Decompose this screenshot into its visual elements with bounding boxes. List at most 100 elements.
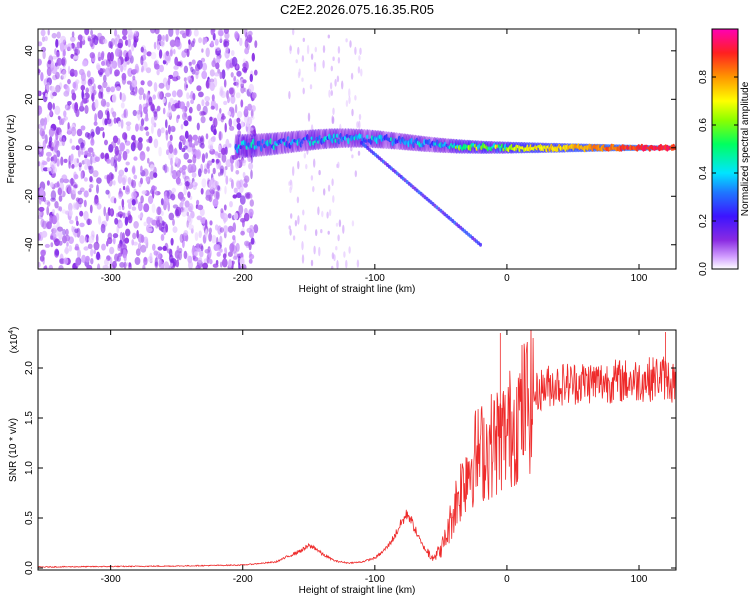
spectrogram-noise-speck: [38, 261, 41, 268]
spectrogram-noise-speck: [201, 48, 204, 53]
spectrogram-noise-speck: [121, 198, 125, 208]
spectrogram-noise-speck: [254, 40, 258, 48]
spectrogram-noise-speck: [169, 49, 173, 57]
spectrogram-streak-speck: [334, 78, 337, 87]
spectrogram-noise-speck: [126, 80, 132, 85]
spectrogram-noise-speck: [232, 255, 238, 260]
spectrogram-noise-speck: [113, 197, 117, 204]
spectrogram-noise-speck: [193, 251, 199, 257]
colorbar-tick-label: 0.2: [698, 214, 709, 228]
spectrogram-noise-speck: [151, 104, 155, 112]
spectrogram-noise-speck: [198, 37, 203, 44]
snr-scale-exponent: 4: [8, 330, 15, 334]
spectrogram-noise-speck: [96, 251, 101, 260]
spectrogram-y-axis: -40 -20 0 20 40: [24, 45, 676, 252]
spectrogram-noise-speck: [117, 211, 124, 218]
spectrogram-noise-speck: [219, 248, 223, 253]
spectrogram-noise-speck: [110, 86, 115, 93]
spectrogram-streak-speck: [303, 152, 306, 159]
spectrogram-noise-speck: [167, 107, 172, 117]
spectrogram-streak-speck: [312, 186, 315, 193]
spectrogram-noise-speck: [219, 227, 224, 233]
spectrogram-noise-speck: [80, 171, 83, 180]
spectrogram-noise-speck: [183, 206, 189, 212]
spectrogram-noise-speck: [125, 161, 130, 166]
spectrogram-noise-speck: [114, 217, 119, 225]
spectrogram-streak-speck: [331, 115, 334, 124]
spectrogram-noise-speck: [153, 250, 159, 256]
spectrogram-noise-speck: [209, 116, 213, 122]
spectrogram-noise-speck: [71, 187, 77, 195]
spectrogram-noise-speck: [54, 48, 57, 55]
spectrogram-noise-speck: [110, 38, 116, 46]
spectrogram-noise-speck: [45, 92, 48, 98]
spectrogram-noise-speck: [168, 29, 174, 37]
spectrogram-noise-speck: [52, 102, 55, 110]
spectrogram-noise-speck: [158, 49, 163, 59]
spectrogram-noise-speck: [83, 199, 87, 208]
spectrogram-noise-speck: [183, 65, 189, 74]
spectrogram-noise-speck: [46, 114, 50, 122]
spectrogram-noise-speck: [183, 250, 188, 260]
spectrogram-streak-speck: [351, 154, 354, 159]
spectrogram-noise-speck: [86, 70, 91, 78]
spectrogram-noise-speck: [93, 35, 99, 46]
spectrogram-streak-speck: [332, 107, 335, 116]
spectrogram-noise-speck: [251, 105, 256, 112]
spectrogram-noise-speck: [233, 212, 239, 221]
spectrogram-noise-speck: [195, 243, 201, 250]
spectrogram-noise-speck: [248, 208, 254, 217]
spectrogram-noise-speck: [122, 29, 128, 37]
spectrogram-noise-speck: [157, 34, 162, 42]
spectrogram-noise-speck: [139, 151, 146, 161]
spectrogram-noise-speck: [106, 110, 110, 121]
spectrogram-streak-speck: [348, 96, 351, 104]
spectrogram-noise-speck: [74, 183, 79, 189]
x-tick-label: -100: [365, 574, 385, 585]
spectrogram-noise-speck: [79, 222, 85, 228]
x-tick-label: -300: [101, 273, 121, 284]
spectrogram-noise-speck: [168, 144, 174, 154]
spectrogram-streak-speck: [350, 72, 354, 80]
spectrogram-noise-speck: [75, 257, 80, 268]
spectrogram-noise-speck: [87, 147, 94, 153]
spectrogram-noise-speck: [143, 221, 147, 227]
spectrogram-noise-speck: [158, 222, 163, 231]
spectrogram-noise-speck: [46, 180, 50, 186]
spectrogram-noise-speck: [245, 193, 251, 200]
spectrogram-noise-speck: [235, 170, 240, 175]
spectrogram-noise-speck: [86, 152, 92, 157]
spectrogram-noise-speck: [165, 34, 169, 42]
spectrogram-noise-speck: [145, 176, 149, 182]
spectrogram-noise-speck: [122, 185, 126, 191]
spectrogram-noise-speck: [199, 110, 206, 117]
spectrogram-noise-speck: [251, 92, 257, 99]
spectrogram-noise-speck: [240, 230, 245, 236]
spectrogram-noise-speck: [183, 77, 187, 82]
spectrogram-noise-speck: [142, 93, 146, 101]
spectrogram-noise-speck: [133, 174, 138, 180]
spectrogram-noise-speck: [175, 177, 181, 185]
spectrogram-noise-speck: [181, 164, 187, 171]
spectrogram-noise-speck: [89, 176, 93, 183]
spectrogram-noise-speck: [150, 116, 155, 126]
spectrogram-noise-speck: [192, 93, 196, 101]
spectrogram-noise-speck: [150, 52, 157, 60]
spectrogram-noise-speck: [217, 185, 221, 191]
spectrogram-noise-speck: [219, 35, 223, 43]
spectrogram-noise-speck: [140, 80, 145, 86]
spectrogram-noise-speck: [56, 150, 61, 158]
spectrogram-noise-speck: [152, 94, 156, 100]
spectrogram-noise-speck: [123, 254, 127, 262]
spectrogram-noise-speck: [151, 219, 158, 226]
spectrogram-noise-speck: [58, 240, 63, 246]
spectrogram-noise-speck: [127, 214, 133, 224]
spectrogram-noise-speck: [131, 179, 137, 189]
spectrogram-noise-speck: [131, 78, 138, 88]
spectrogram-noise-speck: [169, 258, 175, 264]
spectrogram-noise-speck: [105, 212, 109, 222]
spectrogram-noise-speck: [174, 156, 179, 164]
spectrogram-noise-speck: [165, 50, 170, 57]
spectrogram-streak-speck: [345, 38, 348, 43]
spectrogram-noise-speck: [211, 158, 215, 163]
